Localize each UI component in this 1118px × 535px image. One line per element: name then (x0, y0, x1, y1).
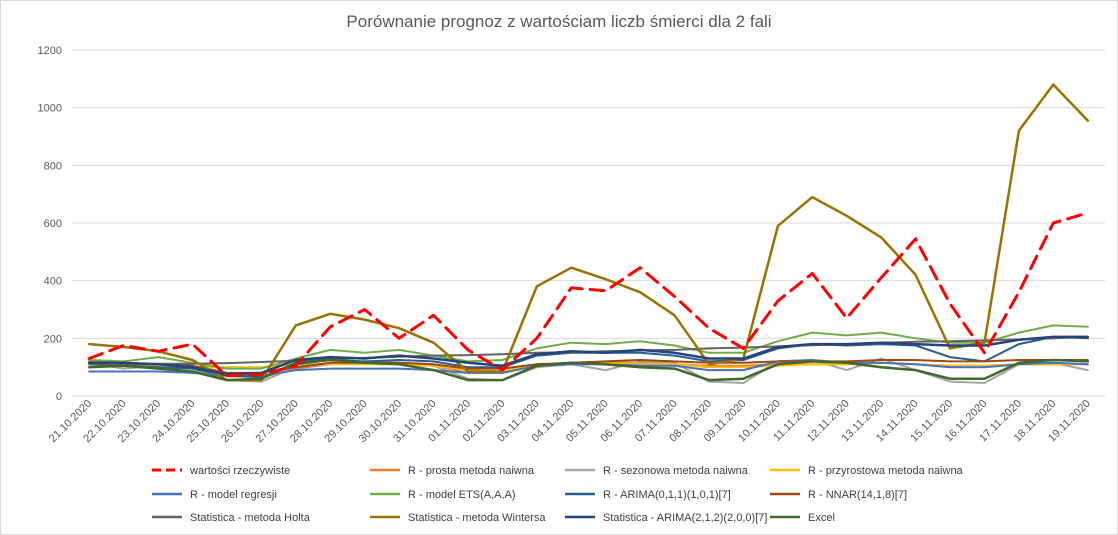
legend-label: R - przyrostowa metoda naiwna (808, 465, 964, 477)
x-axis-ticks: 21.10.202022.10.202023.10.202024.10.2020… (47, 398, 1093, 445)
y-tick-label: 0 (56, 391, 62, 403)
legend-label: R - model regresji (190, 489, 277, 501)
y-tick-label: 1200 (38, 45, 62, 57)
chart-title: Porównanie prognoz z wartościam liczb śm… (346, 12, 772, 31)
legend-label: Statistica - ARIMA(2,1,2)(2,0,0)[7] (603, 512, 767, 524)
legend-label: R - model ETS(A,A,A) (408, 489, 516, 501)
legend-label: Statistica - metoda Wintersa (408, 512, 546, 524)
legend-label: R - prosta metoda naiwna (408, 465, 535, 477)
series-line-11 (87, 358, 1090, 382)
series-line-0 (87, 211, 1090, 378)
y-tick-label: 800 (44, 160, 62, 172)
y-axis-ticks: 0 200 400 600 800 1000 1200 (38, 45, 62, 403)
gridlines (72, 49, 1105, 397)
legend-label: R - sezonowa metoda naiwna (603, 465, 749, 477)
y-tick-label: 600 (44, 218, 62, 230)
legend: wartości rzeczywiste R - prosta metoda na… (152, 465, 964, 524)
y-tick-label: 400 (44, 276, 62, 288)
legend-label: R - ARIMA(0,1,1)(1,0,1)[7] (603, 489, 731, 501)
legend-label: Excel (808, 512, 835, 524)
y-tick-label: 200 (44, 333, 62, 345)
series-line-9 (87, 83, 1090, 382)
series-lines (87, 83, 1090, 384)
series-line-5 (88, 324, 1089, 370)
legend-label: wartości rzeczywiste (189, 465, 290, 477)
legend-label: Statistica - metoda Holta (190, 512, 311, 524)
y-tick-label: 1000 (38, 103, 62, 115)
legend-label: R - NNAR(14,1,8)[7] (808, 489, 907, 501)
